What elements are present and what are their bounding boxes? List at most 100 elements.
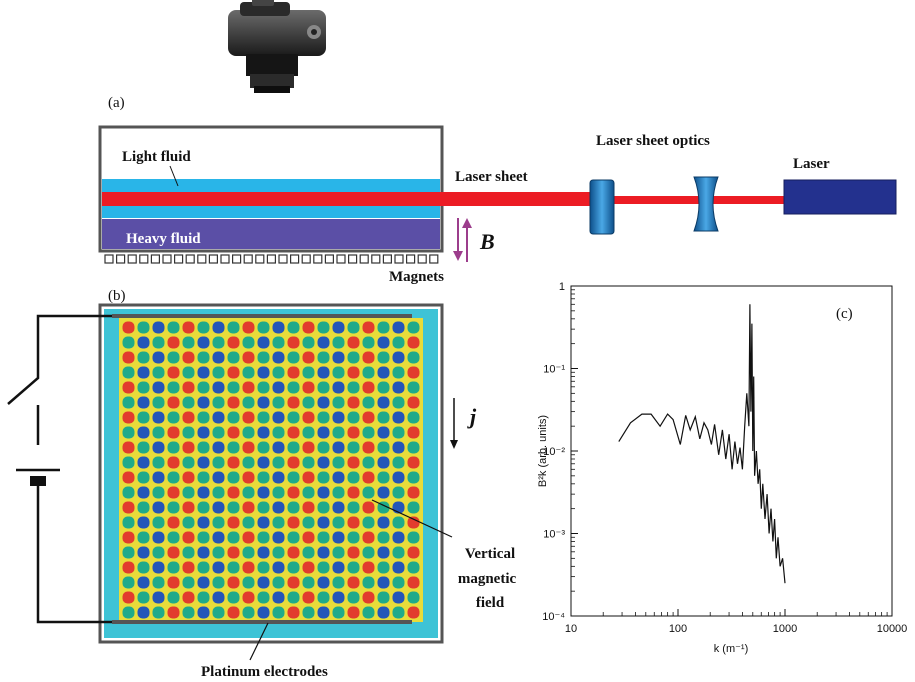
field-cell: [167, 516, 180, 529]
field-cell: [182, 561, 195, 574]
field-cell: [362, 501, 375, 514]
field-cell: [212, 396, 225, 409]
field-cell: [302, 576, 315, 589]
magnet-block: [115, 254, 126, 264]
laser-label: Laser: [793, 156, 830, 172]
field-cell: [332, 606, 345, 619]
camera-icon: [228, 0, 326, 93]
field-cell: [152, 576, 165, 589]
field-cell: [287, 606, 300, 619]
field-cell: [212, 351, 225, 364]
field-cell: [257, 336, 270, 349]
magnet-block: [255, 254, 265, 264]
field-cell: [242, 456, 255, 469]
field-cell: [167, 471, 180, 484]
laser-sheet-optics: [589, 176, 719, 235]
field-cell: [122, 591, 135, 604]
field-cell: [152, 531, 165, 544]
field-cell: [362, 426, 375, 439]
magnet-block: [324, 254, 334, 264]
field-cell: [152, 426, 165, 439]
field-cell: [257, 591, 270, 604]
field-cell: [287, 576, 300, 589]
magnet-block: [394, 254, 404, 264]
field-cell: [197, 426, 210, 439]
fluid-tank: [98, 125, 444, 253]
field-cell: [302, 486, 315, 499]
field-cell: [242, 426, 255, 439]
field-cell: [227, 396, 240, 409]
platinum-electrodes-label: Platinum electrodes: [201, 664, 328, 680]
field-cell: [227, 606, 240, 619]
y-tick-label: 10⁻⁴: [542, 611, 565, 623]
field-cell: [182, 591, 195, 604]
magnet-block: [290, 254, 300, 264]
field-cell: [197, 606, 210, 619]
field-cell: [302, 441, 315, 454]
field-cell: [362, 396, 375, 409]
electrode-pointer: [249, 622, 269, 661]
field-cell: [362, 381, 375, 394]
field-cell: [377, 366, 390, 379]
field-cell: [347, 546, 360, 559]
field-cell: [347, 561, 360, 574]
field-cell: [122, 441, 135, 454]
field-cell: [377, 561, 390, 574]
field-cell: [227, 591, 240, 604]
field-cell: [347, 471, 360, 484]
field-cell: [197, 471, 210, 484]
field-cell: [152, 381, 165, 394]
field-cell: [122, 411, 135, 424]
field-cell: [332, 486, 345, 499]
laser-sheet-optics-label: Laser sheet optics: [596, 133, 710, 149]
field-cell: [122, 546, 135, 559]
field-cell: [362, 411, 375, 424]
field-cell: [167, 351, 180, 364]
field-cell: [122, 351, 135, 364]
field-cell: [257, 396, 270, 409]
field-cell: [287, 411, 300, 424]
field-cell: [362, 516, 375, 529]
field-cell: [182, 606, 195, 619]
field-cell: [152, 471, 165, 484]
field-cell: [122, 606, 135, 619]
field-cell: [287, 531, 300, 544]
field-cell: [212, 366, 225, 379]
field-cell: [257, 471, 270, 484]
field-cell: [242, 471, 255, 484]
field-cell: [362, 486, 375, 499]
magnet-block: [150, 254, 160, 264]
field-cell: [302, 426, 315, 439]
field-cell: [377, 576, 390, 589]
field-cell: [137, 441, 150, 454]
y-axis-label: B²k (arb. units): [537, 415, 549, 487]
field-cell: [137, 471, 150, 484]
field-cell: [317, 516, 330, 529]
field-cell: [167, 591, 180, 604]
field-cell: [212, 591, 225, 604]
field-cell: [317, 381, 330, 394]
field-cell: [407, 606, 420, 619]
field-cell: [182, 576, 195, 589]
field-cell: [332, 501, 345, 514]
field-cell: [242, 351, 255, 364]
field-cell: [152, 591, 165, 604]
field-cell: [242, 546, 255, 559]
field-cell: [332, 591, 345, 604]
magnet-block: [208, 254, 218, 264]
field-cell: [197, 546, 210, 559]
field-cell: [167, 366, 180, 379]
field-cell: [392, 336, 405, 349]
field-cell: [212, 576, 225, 589]
field-cell: [332, 381, 345, 394]
field-cell: [302, 546, 315, 559]
magnet-block: [197, 254, 207, 264]
field-cell: [197, 366, 210, 379]
field-cell: [347, 336, 360, 349]
field-cell: [317, 531, 330, 544]
field-cell: [347, 426, 360, 439]
field-cell: [212, 381, 225, 394]
field-cell: [362, 321, 375, 334]
field-cell: [377, 546, 390, 559]
field-cell: [197, 336, 210, 349]
